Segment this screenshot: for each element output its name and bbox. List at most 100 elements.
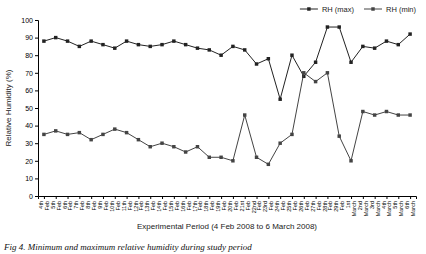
series-line [44, 27, 410, 99]
y-tick-mark [35, 126, 38, 127]
x-tick: 28thFeb [322, 196, 334, 212]
y-tick-mark [35, 178, 38, 179]
data-point [349, 61, 352, 64]
data-point [196, 46, 199, 49]
data-point [302, 71, 305, 74]
x-tick: 17thFeb [192, 196, 204, 212]
x-tick-mark [268, 196, 269, 199]
legend: RH (max) RH (min) [300, 5, 417, 14]
x-tick: 7thFeb [73, 196, 85, 210]
x-tick-label: 17thFeb [192, 201, 204, 212]
y-tick-label: 70 [25, 70, 33, 77]
y-tick-label: 40 [25, 122, 33, 129]
data-point [243, 48, 246, 51]
x-tick-label: 9thFeb [97, 201, 109, 210]
x-tick: 20thFeb [227, 196, 239, 212]
x-tick: 11thFeb [121, 196, 133, 211]
x-tick-label: 5thFeb [50, 201, 62, 210]
x-tick-label: 16thFeb [180, 201, 192, 212]
x-tick-label: 3rdMarch [369, 201, 381, 216]
data-point [172, 145, 175, 148]
x-tick-mark [339, 196, 340, 199]
data-point [349, 159, 352, 162]
y-tick: 0 [29, 193, 38, 200]
title: Fig 4. Minimum and maximum relative humi… [3, 242, 252, 252]
y-tick-label: 0 [29, 193, 33, 200]
data-point [42, 39, 45, 42]
data-point [326, 71, 329, 74]
x-tick-mark [410, 196, 411, 199]
x-tick-mark [221, 196, 222, 199]
x-tick: 21stFeb [239, 196, 251, 211]
data-point [243, 113, 246, 116]
data-point [231, 45, 234, 48]
x-tick-label: 1stMarch [345, 201, 357, 217]
x-tick-mark [292, 196, 293, 199]
legend-label: RH (min) [386, 5, 416, 14]
x-tick: 13thFeb [144, 196, 156, 212]
y-tick: 80 [25, 52, 38, 59]
x-tick-mark [115, 196, 116, 199]
x-tick-mark [103, 196, 104, 199]
x-axis-title: Experimental Period (4 Feb 2008 to 6 Mar… [137, 222, 317, 231]
x-tick-mark [68, 196, 69, 199]
x-tick-mark [386, 196, 387, 199]
chart: 01020304050607080901004thFeb5thFeb6thFeb… [0, 0, 426, 254]
x-tick: 10thFeb [109, 196, 121, 212]
x-tick: 27thFeb [310, 196, 322, 212]
marks [42, 25, 412, 166]
x-tick-label: 6thMarch [404, 201, 416, 216]
data-point [385, 39, 388, 42]
legend-item: RH (min) [364, 5, 416, 14]
x-tick-mark [44, 196, 45, 199]
data-point [397, 113, 400, 116]
y-tick-mark [35, 73, 38, 74]
y-tick-mark [35, 161, 38, 162]
x-tick-label: 4thMarch [381, 201, 393, 216]
legend-label: RH (max) [322, 5, 355, 14]
data-point [231, 159, 234, 162]
x-tick: 19thFeb [215, 196, 227, 212]
x-tick-mark [174, 196, 175, 199]
y-tick-mark [35, 20, 38, 21]
data-point [184, 150, 187, 153]
data-point [54, 129, 57, 132]
data-point [42, 133, 45, 136]
x-tick: 25thFeb [286, 196, 298, 212]
x-tick: 1stMarch [345, 196, 357, 216]
x-tick-label: 6thFeb [62, 201, 74, 210]
x-tick: 22ndFeb [251, 196, 263, 213]
x-tick: 29thFeb [333, 196, 345, 212]
y-tick: 30 [25, 140, 38, 147]
x-tick: 6thFeb [62, 196, 74, 210]
legend-marker [371, 7, 374, 10]
data-point [373, 46, 376, 49]
x-tick-label: 29thFeb [333, 201, 345, 212]
data-point [172, 39, 175, 42]
data-point [255, 156, 258, 159]
y-tick-mark [35, 90, 38, 91]
data-point [113, 127, 116, 130]
x-tick-mark [162, 196, 163, 199]
data-point [101, 133, 104, 136]
x-tick: 6thMarch [404, 196, 416, 216]
y-tick-label: 80 [25, 52, 33, 59]
x-tick-label: 11thFeb [121, 201, 133, 211]
x-tick-mark [280, 196, 281, 199]
data-point [219, 156, 222, 159]
data-point [397, 43, 400, 46]
x-tick: 4thFeb [38, 196, 50, 210]
x-tick: 14thFeb [156, 196, 168, 212]
y-tick: 50 [25, 105, 38, 112]
x-tick: 24thFeb [274, 196, 286, 212]
x-tick-mark [257, 196, 258, 199]
x-tick-label: 26thFeb [298, 201, 310, 212]
x-tick-label: 4thFeb [38, 201, 50, 210]
y-tick: 20 [25, 158, 38, 165]
data-point [78, 131, 81, 134]
y-tick: 10 [25, 175, 38, 182]
x-tick-mark [186, 196, 187, 199]
x-tick-mark [245, 196, 246, 199]
x-tick-mark [233, 196, 234, 199]
x-tick: 23rdFeb [262, 196, 274, 212]
